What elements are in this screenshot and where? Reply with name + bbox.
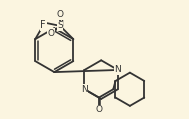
Text: O: O: [47, 29, 54, 38]
Text: F: F: [40, 20, 46, 30]
Text: N: N: [81, 85, 88, 94]
Text: N: N: [115, 65, 121, 74]
Text: O: O: [57, 10, 64, 19]
Text: S: S: [57, 21, 63, 30]
Text: O: O: [95, 105, 102, 114]
